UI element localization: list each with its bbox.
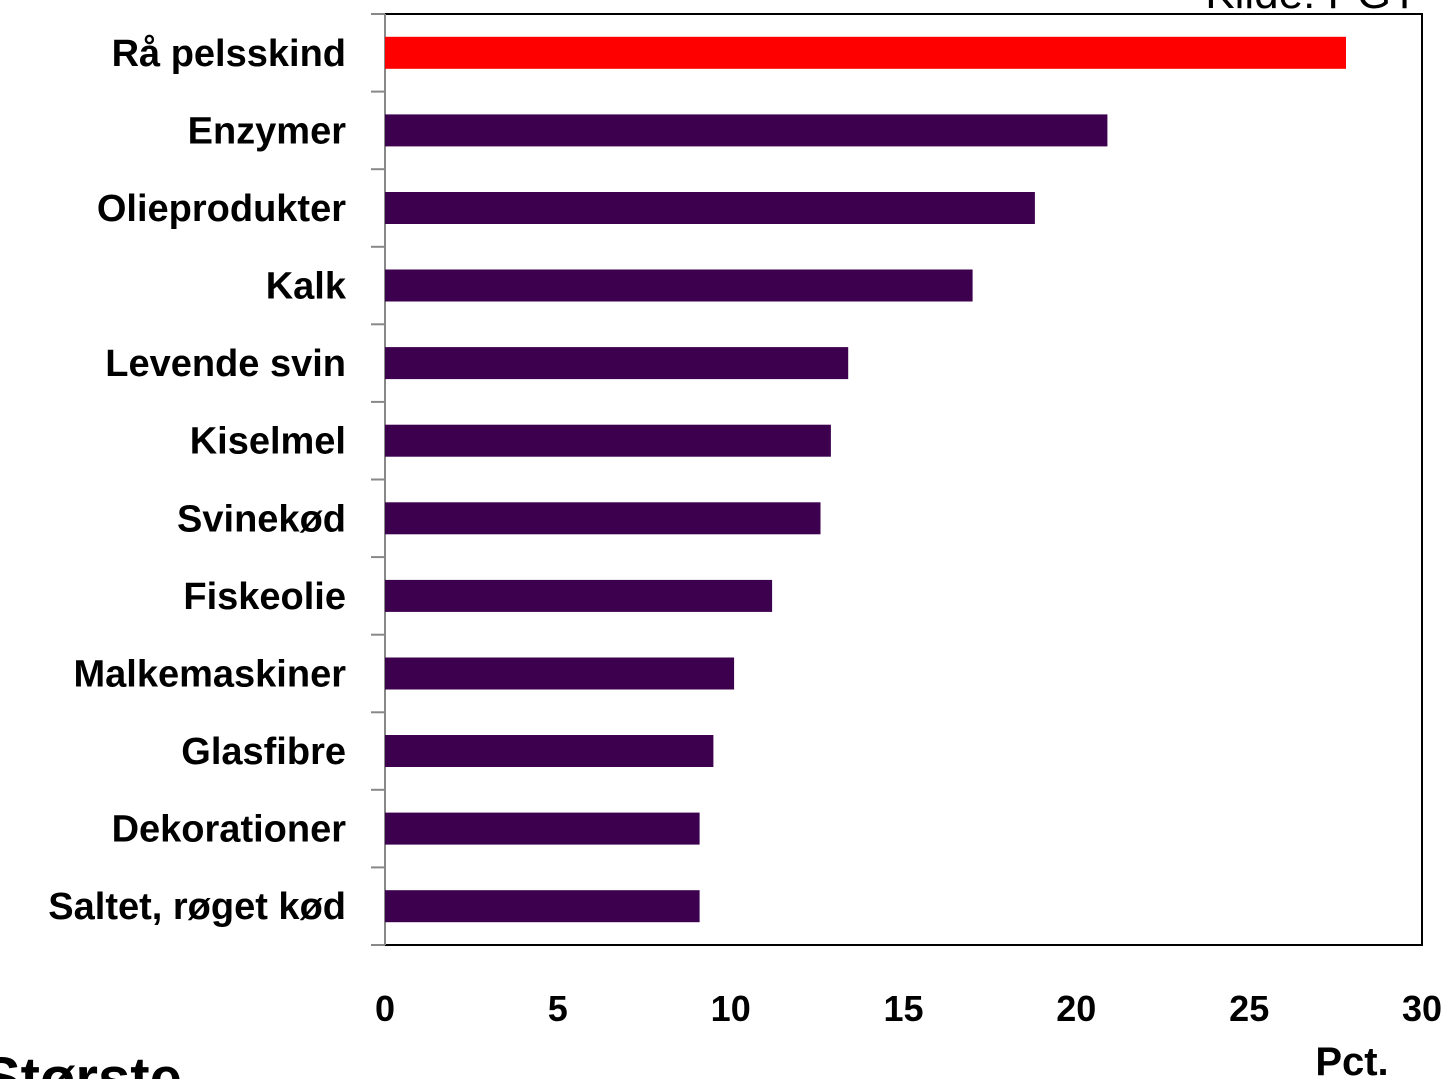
bar [385, 657, 735, 690]
bar [385, 735, 714, 767]
category-label: Fiskeolie [183, 576, 346, 618]
x-tick-label: 30 [1402, 988, 1442, 1029]
x-tick-label: 15 [883, 988, 923, 1029]
category-labels: Rå pelsskind Enzymer Olieprodukter Kalk Leve… [48, 33, 347, 928]
category-label: Rå pelsskind [112, 33, 346, 75]
bar [385, 579, 773, 612]
x-tick-label: 5 [548, 988, 568, 1029]
x-tick-label: 20 [1056, 988, 1096, 1029]
bar [385, 114, 1108, 147]
category-label: Olieprodukter [97, 188, 346, 230]
plot-area-frame [384, 13, 1423, 946]
category-label: Enzymer [188, 110, 347, 152]
category-label: Dekorationer [112, 809, 347, 851]
x-axis-tick-labels: 0 5 10 15 20 25 30 [375, 988, 1442, 1029]
bar [385, 192, 1035, 224]
bar [385, 269, 973, 302]
bar [385, 347, 849, 380]
bar [385, 424, 831, 457]
source-label: Kilde: PGT [1205, 0, 1418, 18]
bar [385, 812, 700, 845]
category-label: Malkemaskiner [74, 654, 347, 696]
category-label: Levende svin [105, 343, 346, 385]
y-axis-ticks [371, 13, 385, 946]
category-label: Kalk [266, 266, 347, 308]
corner-text: Største [0, 1046, 182, 1079]
category-label: Saltet, røget kød [48, 886, 346, 928]
bar [385, 890, 700, 923]
category-label: Svinekød [177, 498, 346, 540]
x-tick-label: 0 [375, 988, 395, 1029]
bar [385, 502, 821, 535]
category-label: Kiselmel [190, 421, 346, 463]
category-label: Glasfibre [181, 731, 346, 773]
bar [385, 36, 1346, 69]
x-axis-title: Pct. [1315, 1040, 1388, 1079]
x-tick-label: 25 [1229, 988, 1269, 1029]
bars-group [385, 36, 1346, 923]
x-tick-label: 10 [711, 988, 751, 1029]
